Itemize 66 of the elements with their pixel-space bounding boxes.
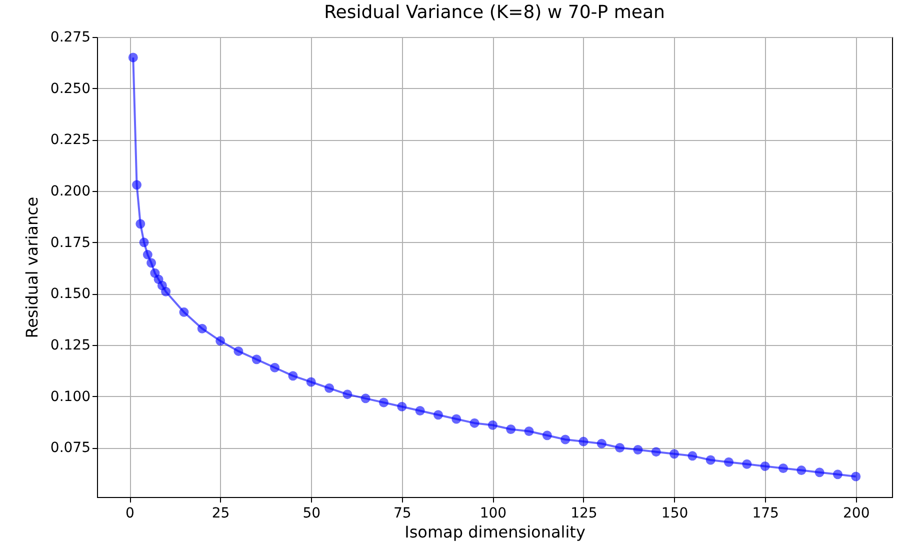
point [524,426,534,436]
y-tick-label: 0.075 [50,440,90,456]
point [132,180,142,190]
point [128,52,138,62]
point [415,406,425,416]
point [742,459,752,469]
x-tick-label: 175 [752,506,779,522]
point [615,442,625,452]
point [161,286,171,296]
point [651,447,661,457]
point [542,430,552,440]
x-axis-title: Isomap dimensionality [404,522,586,542]
point [433,410,443,420]
x-tick-label: 150 [661,506,688,522]
x-tick-label: 25 [212,506,230,522]
point [670,449,680,459]
point [452,414,462,424]
point [778,464,788,473]
x-tick-label: 50 [302,506,321,522]
y-tick-label: 0.200 [50,184,90,200]
point [506,424,516,434]
point [851,472,861,482]
point [142,250,152,260]
x-tick-label: 100 [480,506,507,522]
point [832,470,842,480]
y-tick-label: 0.225 [50,132,90,148]
point [688,451,698,461]
point [814,468,824,478]
point [360,394,370,404]
point [139,238,149,248]
y-tick-label: 0.250 [50,80,90,97]
point [342,390,352,400]
point [324,383,334,393]
point [146,258,156,268]
point [796,466,806,476]
point [136,219,146,229]
point [560,434,570,444]
y-tick-label: 0.100 [50,388,90,405]
point [470,418,480,428]
x-tick-label: 75 [393,506,412,522]
y-tick-label: 0.150 [50,286,90,302]
x-tick-label: 125 [570,506,598,522]
point [288,371,298,381]
point [306,377,316,387]
point [252,354,262,364]
point [378,398,388,408]
point [724,457,734,467]
point [216,336,226,346]
point [397,402,407,412]
y-axis-title: Residual variance [22,196,42,338]
chart-title: Residual Variance (K=8) w 70-P mean [324,2,665,23]
point [760,461,770,471]
y-tick-label: 0.275 [50,30,90,46]
x-tick-label: 0 [126,506,134,522]
point [578,436,588,446]
point [596,438,606,448]
y-tick-label: 0.175 [50,234,90,251]
point [488,420,498,430]
point [633,445,643,454]
point [270,362,280,372]
point [197,324,207,334]
point [234,346,244,356]
point [179,307,189,317]
x-tick-label: 200 [842,506,870,522]
point [706,455,716,465]
y-tick-label: 0.125 [50,338,90,354]
